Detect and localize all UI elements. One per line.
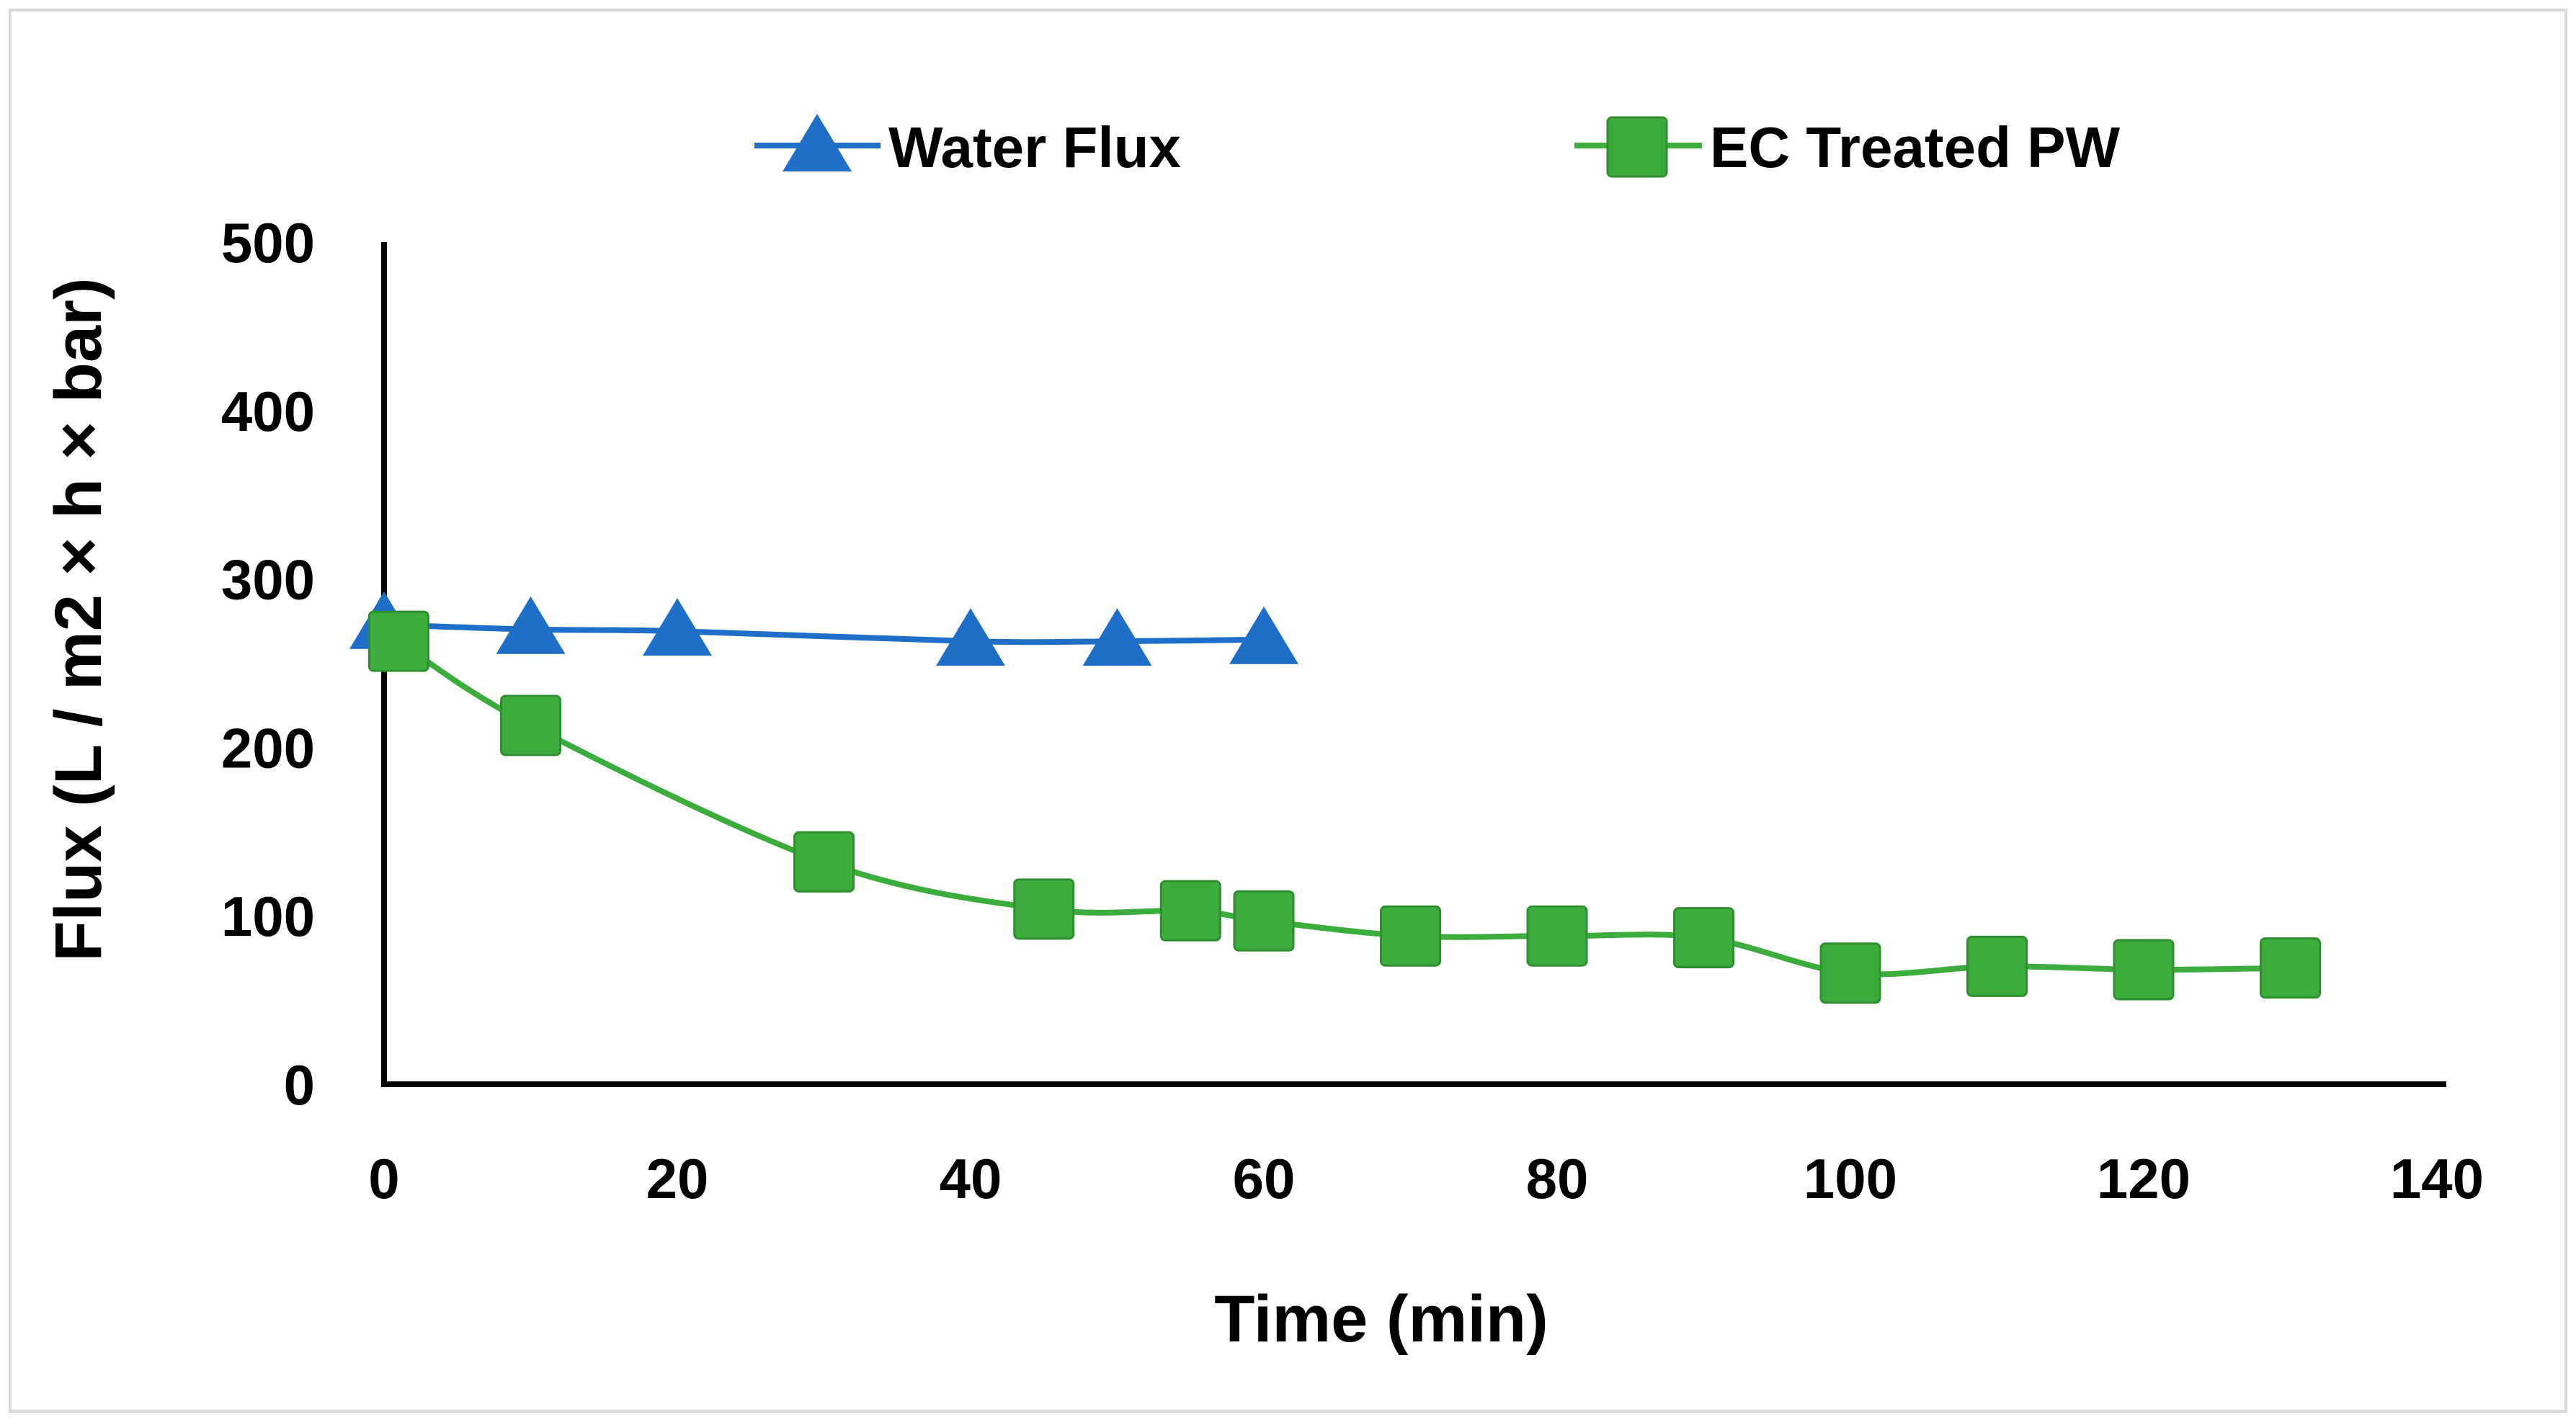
data-point <box>500 694 561 756</box>
data-point <box>1819 942 1881 1004</box>
data-point <box>643 598 712 656</box>
data-point <box>2260 937 2321 999</box>
series-ec-treated-pw <box>367 610 2321 1004</box>
legend-triangle-marker <box>783 114 852 171</box>
legend-item: Water Flux <box>754 114 1181 179</box>
data-point <box>1082 608 1152 666</box>
legend-label: EC Treated PW <box>1710 115 2121 179</box>
series-layer <box>349 591 2321 1004</box>
data-point <box>1673 907 1734 969</box>
x-tick-labels: 0 20 40 60 80 100 120 140 <box>368 1147 2484 1210</box>
y-tick-label: 200 <box>221 716 315 779</box>
data-point <box>496 596 566 654</box>
y-tick-labels: 0 100 200 300 400 500 <box>221 211 315 1117</box>
data-point <box>1159 880 1221 942</box>
x-axis-title: Time (min) <box>1214 1282 1548 1356</box>
data-point <box>1233 890 1295 952</box>
data-point <box>2113 939 2175 1001</box>
data-point <box>367 610 429 672</box>
y-tick-label: 0 <box>284 1053 315 1117</box>
y-tick-label: 500 <box>221 211 315 274</box>
legend-square-marker <box>1606 116 1668 178</box>
x-tick-label: 40 <box>940 1147 1002 1210</box>
data-point <box>1229 606 1298 664</box>
data-point <box>936 608 1005 666</box>
x-tick-label: 140 <box>2390 1147 2484 1210</box>
x-tick-label: 60 <box>1233 1147 1296 1210</box>
y-axis-title: Flux (L / m2 × h × bar) <box>42 277 115 961</box>
chart-border <box>9 9 2567 1413</box>
legend-item: EC Treated PW <box>1574 115 2121 179</box>
legend-label: Water Flux <box>888 115 1181 179</box>
x-tick-label: 80 <box>1526 1147 1589 1210</box>
legend: Water Flux EC Treated PW <box>754 114 2121 179</box>
x-tick-label: 0 <box>368 1147 399 1210</box>
x-tick-label: 120 <box>2097 1147 2191 1210</box>
data-point <box>1526 905 1588 967</box>
data-point <box>1380 905 1441 967</box>
y-tick-label: 300 <box>221 548 315 612</box>
y-tick-label: 400 <box>221 380 315 443</box>
x-tick-label: 100 <box>1804 1147 1897 1210</box>
x-tick-label: 20 <box>646 1147 709 1210</box>
data-point <box>793 831 855 893</box>
y-tick-label: 100 <box>221 885 315 948</box>
data-point <box>1013 878 1075 940</box>
data-point <box>1966 935 2028 997</box>
